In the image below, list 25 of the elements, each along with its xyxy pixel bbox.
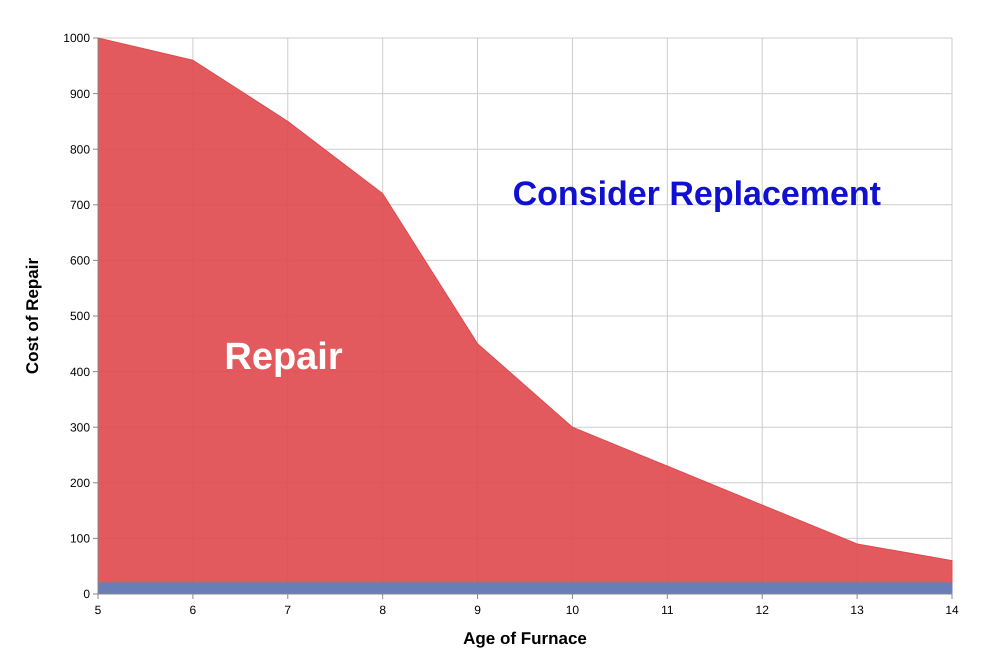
annotation: Consider Replacement [512,174,882,213]
x-tick-label: 9 [474,603,482,617]
x-tick-label: 14 [945,603,959,617]
y-axis-title: Cost of Repair [23,258,42,374]
x-tick-label: 11 [661,603,674,617]
x-tick-label: 12 [756,603,770,617]
x-tick-label: 13 [850,603,864,617]
x-tick-label: 10 [566,603,580,617]
y-tick-label: 900 [70,86,90,101]
x-tick-label: 6 [190,603,197,617]
x-axis-title: Age of Furnace [463,629,587,648]
x-tick-label: 5 [94,603,102,617]
y-tick-label: 600 [70,254,90,268]
x-tick-label: 7 [284,603,292,617]
y-tick-label: 500 [70,309,90,324]
y-tick-label: 400 [70,364,90,379]
y-tick-label: 200 [70,476,90,490]
y-tick-label: 300 [70,420,90,434]
y-tick-label: 800 [70,142,90,156]
y-tick-label: 1000 [63,31,90,46]
y-tick-label: 100 [70,532,90,546]
y-tick-label: 0 [83,587,90,602]
x-tick-label: 8 [379,603,386,617]
y-tick-label: 700 [70,198,90,212]
annotation: Repair [224,336,343,378]
